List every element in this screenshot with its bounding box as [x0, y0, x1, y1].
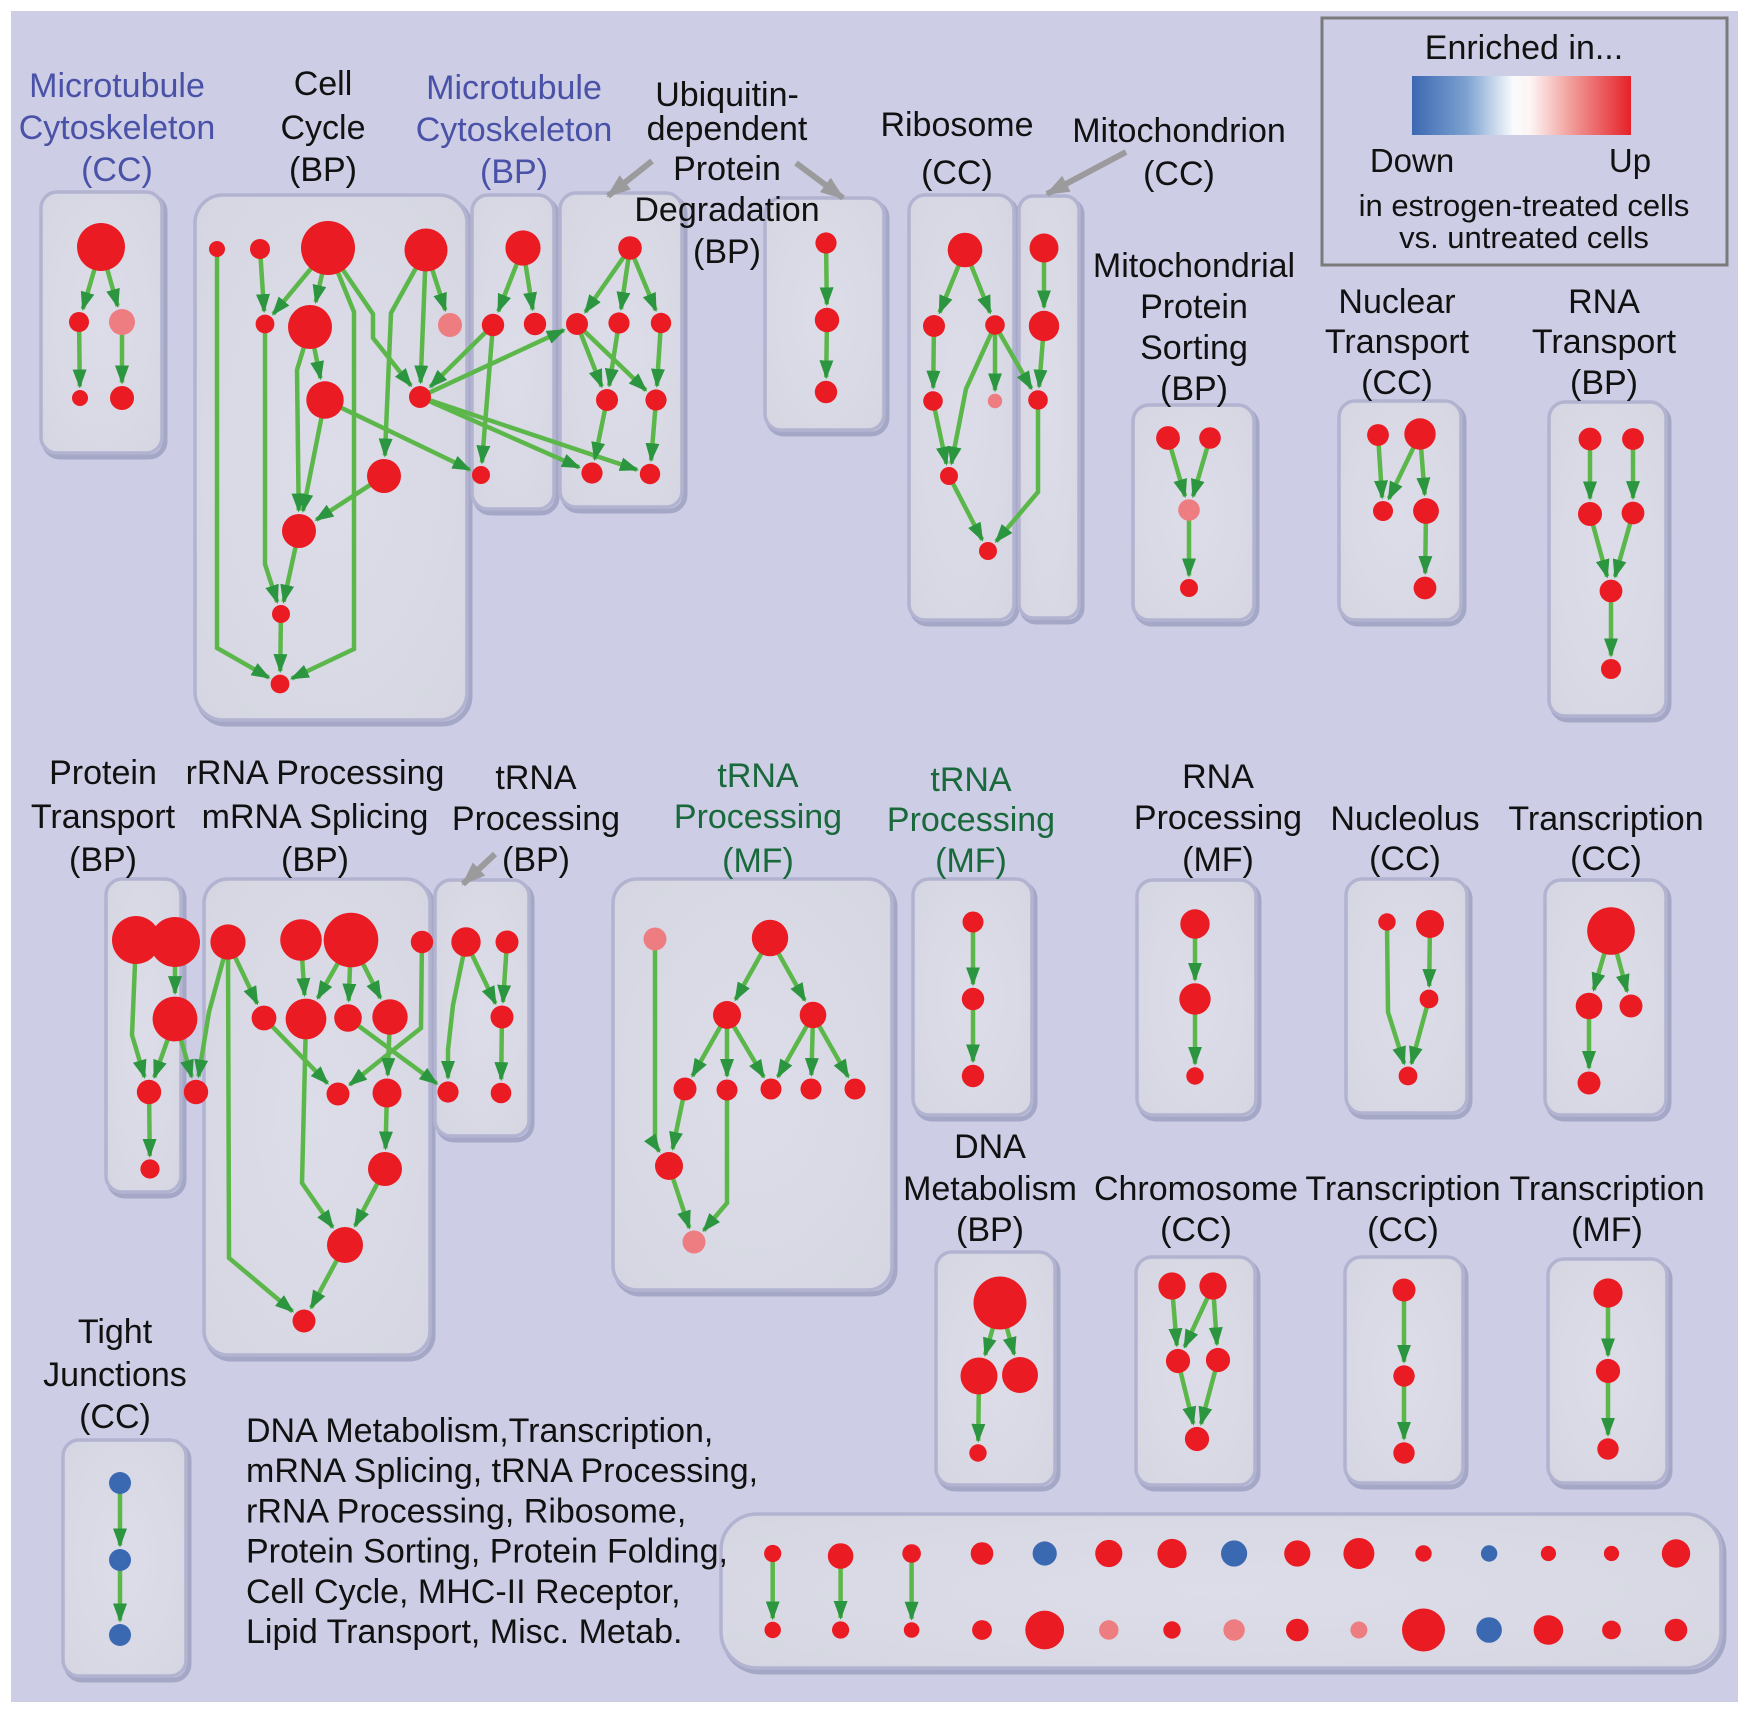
svg-text:Metabolism: Metabolism — [903, 1170, 1077, 1208]
svg-text:Transport: Transport — [31, 798, 176, 836]
svg-text:Cycle: Cycle — [280, 109, 365, 147]
svg-text:(CC): (CC) — [1570, 840, 1642, 878]
svg-text:(BP): (BP) — [1570, 364, 1638, 402]
svg-text:(MF): (MF) — [935, 842, 1007, 880]
svg-text:Degradation: Degradation — [634, 191, 819, 229]
svg-text:dependent: dependent — [647, 110, 808, 148]
svg-text:(MF): (MF) — [722, 842, 794, 880]
svg-text:DNA Metabolism,Transcription,: DNA Metabolism,Transcription, — [246, 1412, 713, 1450]
svg-text:Transcription: Transcription — [1508, 800, 1703, 838]
svg-text:Enriched in...: Enriched in... — [1425, 29, 1623, 67]
svg-text:DNA: DNA — [954, 1128, 1026, 1166]
svg-text:tRNA: tRNA — [930, 761, 1012, 799]
svg-text:Processing: Processing — [674, 798, 842, 836]
svg-text:Protein: Protein — [673, 150, 781, 188]
svg-text:Cytoskeleton: Cytoskeleton — [19, 109, 216, 147]
svg-text:Chromosome: Chromosome — [1094, 1170, 1298, 1208]
svg-text:Down: Down — [1370, 142, 1454, 179]
svg-text:Processing: Processing — [887, 801, 1055, 839]
svg-text:(CC): (CC) — [1367, 1211, 1439, 1249]
svg-text:Transport: Transport — [1532, 323, 1677, 361]
svg-text:(BP): (BP) — [69, 841, 137, 879]
svg-text:(CC): (CC) — [921, 154, 993, 192]
svg-text:in estrogen-treated cells: in estrogen-treated cells — [1359, 188, 1690, 223]
svg-text:Sorting: Sorting — [1140, 329, 1248, 367]
svg-text:(CC): (CC) — [1369, 840, 1441, 878]
svg-text:Nuclear: Nuclear — [1338, 283, 1455, 321]
svg-text:Transport: Transport — [1325, 323, 1470, 361]
svg-text:(BP): (BP) — [1160, 370, 1228, 408]
svg-text:Junctions: Junctions — [43, 1356, 187, 1394]
svg-text:Cell Cycle, MHC-II Receptor,: Cell Cycle, MHC-II Receptor, — [246, 1573, 681, 1611]
svg-text:Cytoskeleton: Cytoskeleton — [416, 111, 613, 149]
svg-text:(BP): (BP) — [502, 841, 570, 879]
svg-text:(BP): (BP) — [289, 151, 357, 189]
svg-text:Mitochondrion: Mitochondrion — [1072, 112, 1286, 150]
svg-text:Protein Sorting, Protein Foldi: Protein Sorting, Protein Folding, — [246, 1533, 728, 1571]
svg-text:vs. untreated cells: vs. untreated cells — [1399, 220, 1649, 255]
svg-text:(CC): (CC) — [79, 1398, 151, 1436]
svg-text:Microtubule: Microtubule — [426, 69, 602, 107]
svg-text:rRNA Processing, Ribosome,: rRNA Processing, Ribosome, — [246, 1492, 686, 1530]
svg-text:Transcription: Transcription — [1305, 1170, 1500, 1208]
svg-text:Ubiquitin-: Ubiquitin- — [655, 76, 799, 114]
svg-text:Lipid Transport, Misc. Metab.: Lipid Transport, Misc. Metab. — [246, 1613, 683, 1651]
svg-text:Nucleolus: Nucleolus — [1330, 800, 1479, 838]
svg-text:Processing: Processing — [1134, 799, 1302, 837]
svg-text:Cell: Cell — [294, 65, 353, 103]
svg-text:Processing: Processing — [452, 800, 620, 838]
svg-text:(BP): (BP) — [281, 841, 349, 879]
svg-text:(CC): (CC) — [1361, 364, 1433, 402]
svg-text:(MF): (MF) — [1571, 1211, 1643, 1249]
svg-text:Protein: Protein — [49, 754, 157, 792]
svg-text:Microtubule: Microtubule — [29, 67, 205, 105]
svg-text:mRNA Splicing: mRNA Splicing — [202, 798, 429, 836]
svg-text:Transcription: Transcription — [1509, 1170, 1704, 1208]
svg-text:(BP): (BP) — [956, 1211, 1024, 1249]
svg-text:tRNA: tRNA — [717, 757, 799, 795]
svg-text:Ribosome: Ribosome — [880, 106, 1033, 144]
svg-text:Up: Up — [1609, 142, 1651, 179]
svg-text:Mitochondrial: Mitochondrial — [1093, 247, 1295, 285]
svg-text:RNA: RNA — [1182, 758, 1254, 796]
svg-text:(CC): (CC) — [81, 151, 153, 189]
svg-text:(BP): (BP) — [693, 233, 761, 271]
svg-text:rRNA Processing: rRNA Processing — [186, 754, 445, 792]
svg-text:Tight: Tight — [78, 1313, 153, 1351]
svg-text:(MF): (MF) — [1182, 841, 1254, 879]
svg-text:(BP): (BP) — [480, 153, 548, 191]
svg-text:Protein: Protein — [1140, 288, 1248, 326]
svg-text:(CC): (CC) — [1143, 155, 1215, 193]
svg-text:mRNA Splicing, tRNA Processing: mRNA Splicing, tRNA Processing, — [246, 1452, 758, 1490]
svg-text:tRNA: tRNA — [495, 759, 577, 797]
svg-text:(CC): (CC) — [1160, 1211, 1232, 1249]
svg-text:RNA: RNA — [1568, 283, 1640, 321]
